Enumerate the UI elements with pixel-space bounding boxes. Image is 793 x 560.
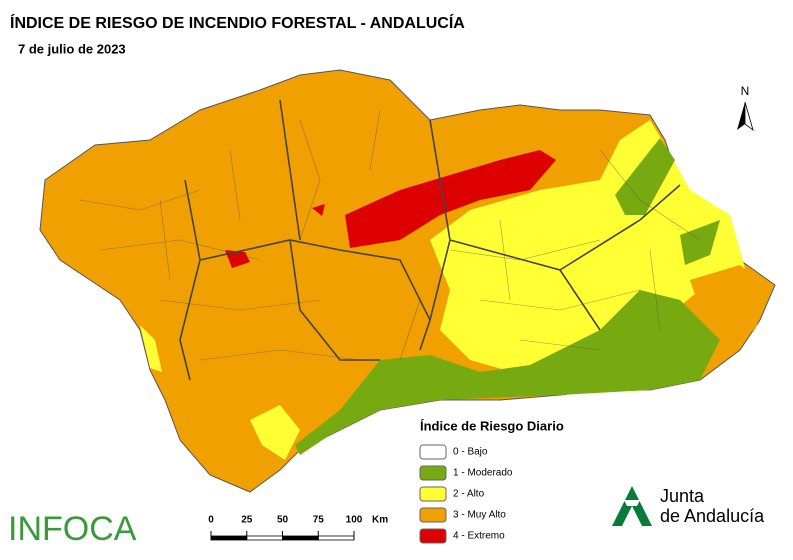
region-red-small	[225, 250, 250, 268]
infoca-logo: INFOCA	[8, 510, 137, 548]
legend-label: 1 - Moderado	[453, 468, 513, 479]
legend-label: 4 - Extremo	[453, 531, 505, 542]
region-orange-east	[690, 265, 770, 340]
scale-segment	[210, 535, 248, 541]
region-yellow-cadiz	[250, 405, 300, 460]
scale-tick-label: 50	[277, 515, 289, 526]
legend-swatch	[419, 444, 447, 460]
legend-label: 3 - Muy Alto	[453, 510, 506, 521]
junta-line-2: de Andalucía	[660, 506, 765, 526]
legend-swatch	[419, 507, 447, 523]
region-red	[345, 150, 556, 248]
province-borders	[179, 99, 681, 381]
scale-tick-label: 75	[313, 515, 325, 526]
junta-logo-mark-gap	[624, 500, 640, 506]
map	[39, 69, 776, 493]
north-arrow-half	[744, 101, 754, 132]
region-green-east	[680, 220, 720, 265]
scale-tick-label: 0	[208, 515, 214, 526]
scale-segment	[246, 535, 283, 541]
north-arrow: N	[737, 84, 754, 132]
municipal-lines	[79, 109, 701, 361]
region-green-ne	[615, 138, 675, 215]
scale-bar: 0 25 50 75 100 Km	[208, 515, 388, 541]
north-label: N	[741, 84, 750, 98]
scale-segment	[317, 535, 355, 541]
legend-label: 2 - Alto	[453, 489, 485, 500]
junta-logo: Junta de Andalucía	[612, 486, 765, 526]
legend-swatch	[419, 486, 447, 502]
region-yellow-west	[140, 325, 162, 372]
junta-line-1: Junta	[660, 486, 705, 506]
legend-swatch	[419, 528, 447, 544]
scale-tick-label: 25	[241, 515, 253, 526]
region-green	[295, 290, 720, 455]
legend-label: 0 - Bajo	[453, 447, 488, 458]
legend-swatch	[419, 465, 447, 481]
legend-title: Índice de Riesgo Diario	[420, 418, 564, 433]
map-title: ÍNDICE DE RIESGO DE INCENDIO FORESTAL - …	[10, 13, 465, 32]
scale-segment	[282, 535, 319, 541]
scale-tick-label: 100	[346, 515, 363, 526]
legend: 0 - Bajo 1 - Moderado 2 - Alto 3 - Muy Alto…	[419, 444, 513, 544]
region-red-small	[312, 204, 325, 216]
scale-unit: Km	[372, 515, 388, 526]
map-date: 7 de julio de 2023	[18, 41, 126, 56]
